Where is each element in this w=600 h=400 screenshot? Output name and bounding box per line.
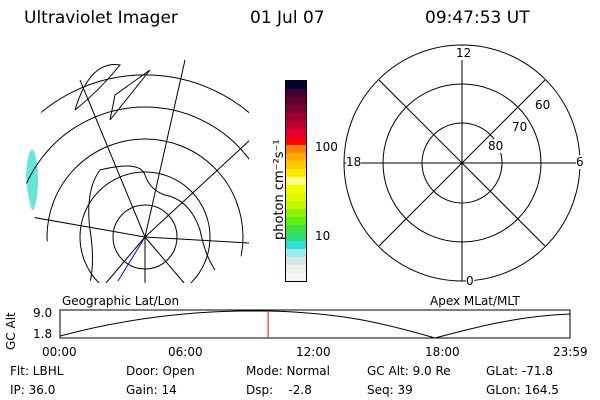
seq-status: Seq: 39 xyxy=(367,383,413,397)
lat-label-60: 60 xyxy=(535,98,551,112)
filter-status: Flt: LBHL xyxy=(10,364,64,378)
colorbar-segment xyxy=(286,193,306,201)
colorbar-segment xyxy=(286,145,306,153)
latitude-circle xyxy=(26,106,249,283)
colorbar-segment xyxy=(286,257,306,265)
gc-alt-status: GC Alt: 9.0 Re xyxy=(367,364,451,378)
mlt-label-12: 12 xyxy=(456,46,472,60)
mlt-label-18: 18 xyxy=(346,155,362,169)
glat-status: GLat: -71.8 xyxy=(486,364,553,378)
colorbar-segment xyxy=(286,201,306,209)
dsp-status: Dsp: -2.8 xyxy=(246,383,312,397)
colorbar-segment xyxy=(286,185,306,193)
colorbar-segment xyxy=(286,225,306,233)
coastline xyxy=(88,165,216,283)
colorbar-tick-10: 10 xyxy=(315,229,331,243)
altitude-plot-frame xyxy=(59,309,571,339)
latitude-circle xyxy=(46,138,244,283)
colorbar-segment xyxy=(286,129,306,137)
aurora-emission xyxy=(26,150,38,210)
altitude-curve xyxy=(59,310,571,339)
gain-status: Gain: 14 xyxy=(126,383,177,397)
colorbar xyxy=(285,80,307,282)
apex-caption: Apex MLat/MLT xyxy=(430,294,520,308)
altitude-ylabel: GC Alt xyxy=(4,312,18,350)
coastline xyxy=(74,64,151,121)
lat-label-70: 70 xyxy=(512,120,528,134)
colorbar-segment xyxy=(286,89,306,97)
colorbar-segment xyxy=(286,161,306,169)
instrument-title: Ultraviolet Imager xyxy=(24,8,178,28)
ip-status: IP: 36.0 xyxy=(10,383,56,397)
mode-status: Mode: Normal xyxy=(246,364,330,378)
glon-status: GLon: 164.5 xyxy=(486,383,559,397)
mlt-label-6: 6 xyxy=(576,155,584,169)
colorbar-segment xyxy=(286,97,306,105)
colorbar-segment xyxy=(286,105,306,113)
date-label: 01 Jul 07 xyxy=(250,8,325,28)
xtick-0600: 06:00 xyxy=(168,345,203,359)
colorbar-segment xyxy=(286,169,306,177)
latitude-circle xyxy=(26,74,249,283)
colorbar-segment xyxy=(286,209,306,217)
latitude-circle xyxy=(79,171,211,283)
colorbar-segment xyxy=(286,81,306,89)
ytick-1-8: 1.8 xyxy=(33,327,53,341)
colorbar-tick-100: 100 xyxy=(315,140,338,154)
colorbar-segment xyxy=(286,265,306,273)
mlt-label-0: 0 xyxy=(466,274,474,288)
xtick-1200: 12:00 xyxy=(296,345,331,359)
lat-label-80: 80 xyxy=(488,139,504,153)
time-label: 09:47:53 UT xyxy=(425,8,530,28)
xtick-0000: 00:00 xyxy=(42,345,77,359)
colorbar-segment xyxy=(286,217,306,225)
colorbar-segment xyxy=(286,137,306,145)
geographic-caption: Geographic Lat/Lon xyxy=(62,294,180,308)
xtick-1800: 18:00 xyxy=(425,345,460,359)
colorbar-segment xyxy=(286,113,306,121)
colorbar-segment xyxy=(286,249,306,257)
colorbar-segment xyxy=(286,177,306,185)
colorbar-segment xyxy=(286,273,306,281)
door-status: Door: Open xyxy=(126,364,195,378)
colorbar-segment xyxy=(286,121,306,129)
satellite-track xyxy=(117,236,146,282)
colorbar-segment xyxy=(286,241,306,249)
ytick-9: 9.0 xyxy=(33,306,53,320)
colorbar-segment xyxy=(286,153,306,161)
colorbar-segment xyxy=(286,233,306,241)
xtick-2359: 23:59 xyxy=(553,345,588,359)
